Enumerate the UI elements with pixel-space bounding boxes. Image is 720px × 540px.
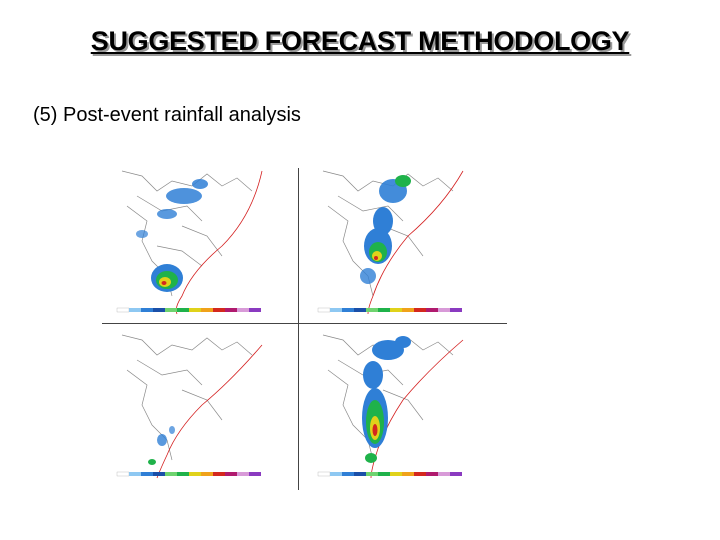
- color-scale-bar: [317, 471, 462, 477]
- color-scale-bar: [116, 471, 261, 477]
- rainfall-map-2: [317, 170, 464, 315]
- rainfall-map-panel-3: [112, 330, 292, 480]
- rainfall-map-panel-1: [112, 166, 292, 316]
- rain-swath-landfall: [151, 264, 183, 292]
- panel-divider-vertical: [298, 168, 299, 490]
- panel-divider-horizontal: [102, 323, 507, 324]
- rainfall-map-panel-4: [313, 330, 493, 480]
- rainfall-map-1: [116, 170, 263, 315]
- rainfall-map-4: [317, 334, 464, 479]
- slide-subtitle: (5) Post-event rainfall analysis: [33, 104, 301, 126]
- rain-swath-sparse: [148, 426, 175, 465]
- rain-swath-coastal: [360, 175, 411, 284]
- rainfall-map-panel-2: [313, 166, 493, 316]
- color-scale-bar: [116, 307, 261, 313]
- color-scale-bar: [317, 307, 462, 313]
- rainfall-map-3: [116, 334, 263, 479]
- rain-swath-heavy: [362, 336, 411, 463]
- slide-title: SUGGESTED FORECAST METHODOLOGY: [90, 26, 630, 56]
- rain-swath-north: [136, 179, 208, 238]
